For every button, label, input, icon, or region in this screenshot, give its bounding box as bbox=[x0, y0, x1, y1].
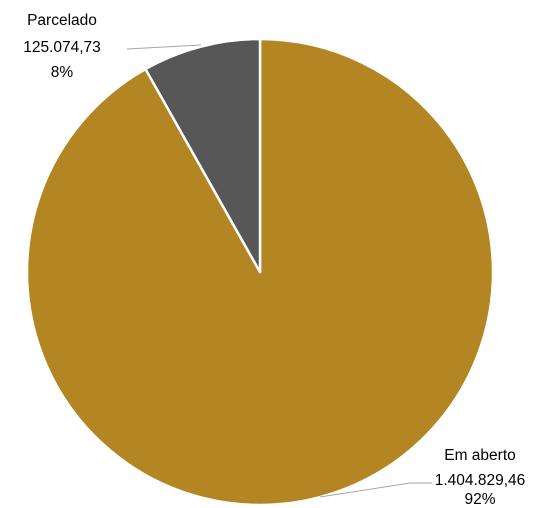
slice-percent-em-aberto: 92% bbox=[464, 491, 495, 508]
slice-name-em-aberto: Em aberto bbox=[444, 447, 516, 464]
slice-value-em-aberto: 1.404.829,46 bbox=[435, 472, 526, 489]
pie-slice-parcelado bbox=[144, 37, 262, 274]
slice-percent-parcelado: 8% bbox=[51, 64, 74, 81]
slice-value-parcelado: 125.074,73 bbox=[23, 39, 101, 56]
data-label-parcelado: Parcelado 125.074,73 8% bbox=[23, 12, 101, 81]
pie-slices bbox=[25, 37, 495, 507]
data-label-em-aberto: Em aberto 1.404.829,46 92% bbox=[435, 447, 526, 508]
leader-line-em-aberto bbox=[319, 482, 432, 498]
slice-name-parcelado: Parcelado bbox=[27, 12, 97, 29]
leader-line-parcelado bbox=[126, 44, 202, 50]
